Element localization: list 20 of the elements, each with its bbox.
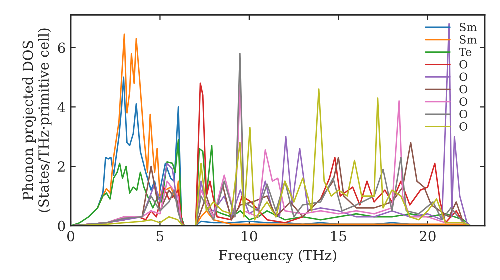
y-tick-label: 2: [58, 162, 65, 172]
legend-label: Te: [459, 48, 472, 56]
x-tick-label: 0: [67, 231, 74, 242]
x-tick-label: 15: [332, 231, 346, 242]
x-tick-label: 5: [156, 231, 164, 242]
legend-label: O: [460, 122, 468, 131]
x-axis-title: Frequency (THz): [219, 250, 336, 264]
x-tick-label: 10: [242, 231, 258, 242]
legend-label: O: [460, 98, 468, 106]
legend-label: O: [460, 72, 468, 82]
legend-label: Sm: [460, 36, 477, 44]
y-tick-label: 6: [58, 42, 66, 54]
x-tick-label: 20: [420, 231, 436, 242]
legend-label: O: [460, 85, 468, 94]
legend-label: O: [460, 60, 468, 69]
legend-label: Sm: [460, 23, 477, 32]
y-tick-label: 4: [58, 102, 66, 112]
y-axis-title: Phonon projected DOS (States/THz·primitive cell): [22, 28, 52, 212]
legend-label: O: [460, 110, 468, 118]
y-tick-label: 0: [58, 220, 66, 232]
